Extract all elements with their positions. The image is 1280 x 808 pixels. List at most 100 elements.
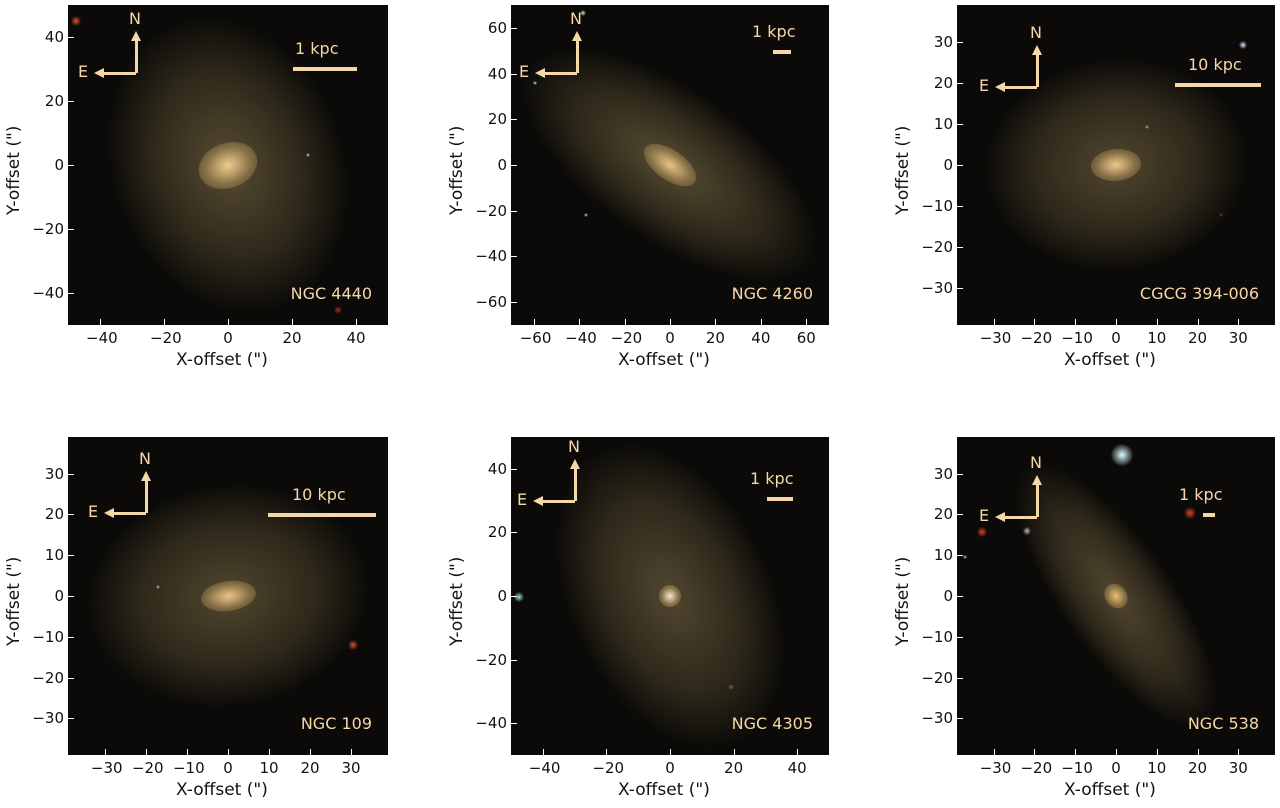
y-tick-label: −40 xyxy=(475,247,507,266)
x-tick xyxy=(228,319,229,325)
y-tick xyxy=(511,256,517,258)
y-tick-label: 40 xyxy=(487,64,507,83)
x-tick-label: −40 xyxy=(86,329,118,347)
x-tick xyxy=(1116,749,1117,755)
scale-bar-label: 10 kpc xyxy=(1188,55,1242,74)
x-tick-label: −20 xyxy=(150,329,182,347)
galaxy-name: NGC 538 xyxy=(1187,714,1259,733)
y-axis-label: Y-offset (") xyxy=(893,556,913,646)
y-tick-label: −60 xyxy=(475,293,507,312)
compass-east-label: E xyxy=(517,490,528,509)
galaxy-name: CGCG 394-006 xyxy=(1139,284,1259,303)
x-tick-label: 20 xyxy=(705,329,725,347)
x-tick-label: −40 xyxy=(528,759,561,777)
compass-north-label: N xyxy=(570,9,582,28)
scale-bar-label: 1 kpc xyxy=(295,39,339,58)
compass-north-label: N xyxy=(568,437,580,456)
y-tick-label: 20 xyxy=(44,505,64,524)
scale-bar xyxy=(1175,83,1261,87)
y-tick xyxy=(957,514,963,516)
foreground-star xyxy=(1184,507,1196,519)
x-tick xyxy=(1034,319,1036,325)
compass-north-arrow xyxy=(572,31,582,41)
galaxy-name: NGC 4440 xyxy=(290,284,372,303)
x-tick-label: 0 xyxy=(223,329,233,347)
scale-bar-label: 1 kpc xyxy=(1179,485,1223,504)
y-tick-label: −20 xyxy=(475,650,507,669)
compass-east-arrow xyxy=(94,68,104,78)
y-tick-label: 20 xyxy=(933,73,953,92)
compass-east-line xyxy=(1003,85,1037,89)
y-tick-label: −20 xyxy=(921,238,953,257)
y-tick-label: −30 xyxy=(921,709,953,728)
x-tick-label: −20 xyxy=(610,329,643,347)
foreground-star xyxy=(533,81,537,85)
x-axis-label: X-offset (") xyxy=(176,350,268,370)
x-tick-label: 20 xyxy=(724,759,744,777)
y-tick xyxy=(957,206,963,208)
y-tick xyxy=(511,165,517,166)
x-tick xyxy=(715,319,717,325)
compass-north-line xyxy=(575,39,579,73)
y-axis-label: Y-offset (") xyxy=(893,125,913,215)
galaxy-name: NGC 4305 xyxy=(731,714,813,733)
x-axis-label: X-offset (") xyxy=(1064,780,1156,800)
galaxy-image: N E 1 kpc NGC 538 xyxy=(957,437,1275,755)
y-tick-label: 20 xyxy=(44,92,64,110)
x-tick xyxy=(1197,319,1199,325)
x-tick xyxy=(164,319,165,325)
x-tick xyxy=(351,749,353,755)
compass-north-label: N xyxy=(129,9,141,28)
foreground-star xyxy=(580,10,586,16)
x-tick xyxy=(1156,319,1158,325)
x-tick xyxy=(145,749,147,755)
x-tick-label: 0 xyxy=(1111,329,1121,347)
x-tick xyxy=(993,749,995,755)
y-tick-label: 30 xyxy=(44,464,64,483)
x-tick-label: 10 xyxy=(259,759,279,777)
y-tick-label: 0 xyxy=(943,156,953,174)
y-tick xyxy=(957,41,963,43)
x-tick xyxy=(542,749,544,755)
foreground-star xyxy=(1219,213,1223,217)
y-tick-label: 20 xyxy=(933,505,953,524)
x-tick xyxy=(1075,749,1077,755)
y-tick-label: −30 xyxy=(921,279,953,298)
x-axis-label: X-offset (") xyxy=(1064,350,1156,370)
x-tick-label: −30 xyxy=(979,759,1012,777)
y-tick-label: 10 xyxy=(933,114,953,133)
compass-east-label: E xyxy=(519,62,530,81)
y-tick-label: 0 xyxy=(54,156,64,174)
compass-east-arrow xyxy=(535,68,545,78)
y-tick xyxy=(511,532,517,534)
x-tick xyxy=(356,319,357,325)
x-tick xyxy=(228,749,229,755)
foreground-star xyxy=(156,585,160,589)
y-tick-label: 0 xyxy=(943,587,953,605)
y-tick-label: 40 xyxy=(44,28,64,46)
y-tick xyxy=(511,596,517,597)
compass-north-label: N xyxy=(139,449,151,468)
foreground-star xyxy=(71,16,81,26)
scale-bar xyxy=(268,513,376,517)
compass-north-label: N xyxy=(1030,23,1042,42)
y-tick-label: −40 xyxy=(32,284,64,302)
x-tick xyxy=(733,749,735,755)
y-tick-label: 0 xyxy=(497,587,507,605)
x-tick xyxy=(269,749,271,755)
foreground-star xyxy=(1145,125,1149,129)
y-axis-label: Y-offset (") xyxy=(447,125,467,215)
x-tick-label: −30 xyxy=(979,329,1012,347)
y-tick xyxy=(957,555,963,557)
foreground-star xyxy=(1023,527,1031,535)
compass-east-line xyxy=(543,71,577,75)
y-tick xyxy=(68,165,74,166)
compass-north-line xyxy=(1035,483,1039,517)
y-tick-label: 10 xyxy=(933,546,953,565)
compass-north-line xyxy=(134,39,138,73)
x-tick xyxy=(104,749,106,755)
y-tick xyxy=(511,723,517,725)
y-tick-label: 20 xyxy=(487,110,507,129)
x-tick-label: 20 xyxy=(1187,329,1208,347)
y-tick-label: 0 xyxy=(54,587,64,605)
